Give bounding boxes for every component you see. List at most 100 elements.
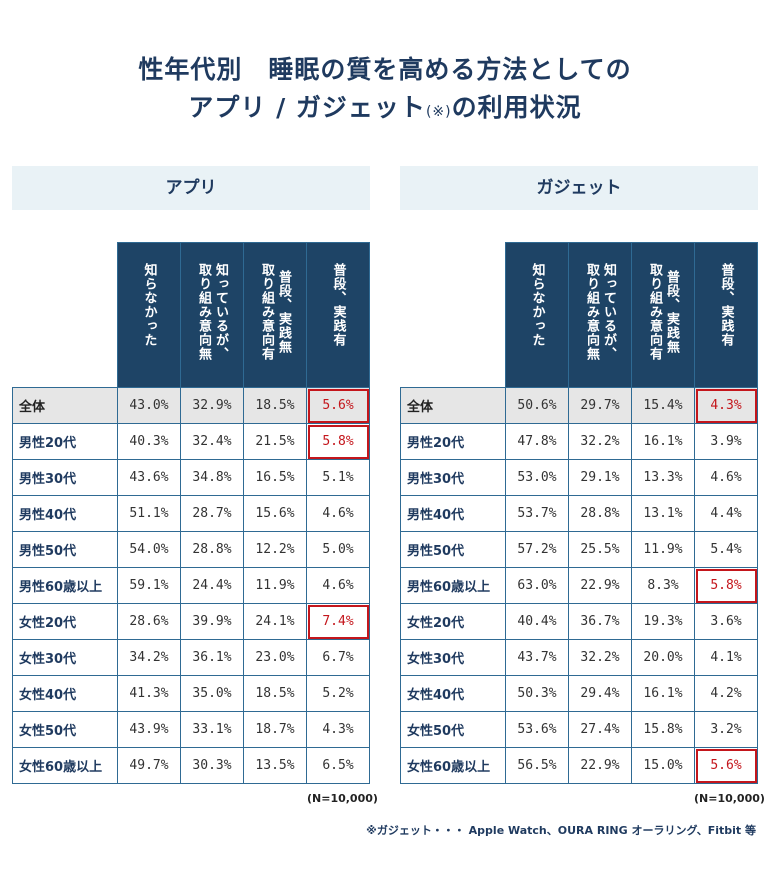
- footnote: ※ガジェット・・・ Apple Watch、OURA RING オーラリング、F…: [366, 824, 756, 837]
- header-row: 知らなかった 知っているが、 取り組み意向無 普段、実践無 取り組み意向有 普段、実践…: [400, 242, 758, 388]
- value-cell: 18.7%: [243, 711, 307, 748]
- value-cell: 57.2%: [505, 531, 569, 568]
- title-note-mark: (※): [425, 104, 452, 120]
- table-row: 女性40代 41.3% 35.0% 18.5% 5.2%: [12, 675, 370, 712]
- value-cell: 13.3%: [631, 459, 695, 496]
- value-cell: 18.5%: [243, 675, 307, 712]
- table-row: 女性60歳以上 56.5% 22.9% 15.0% 5.6%: [400, 747, 758, 784]
- value-cell: 4.6%: [694, 459, 758, 496]
- value-cell: 63.0%: [505, 567, 569, 604]
- table-row: 男性20代 47.8% 32.2% 16.1% 3.9%: [400, 423, 758, 460]
- value-cell: 36.7%: [568, 603, 632, 640]
- value-cell: 43.0%: [117, 387, 181, 424]
- value-cell: 5.2%: [306, 675, 370, 712]
- value-cell: 24.1%: [243, 603, 307, 640]
- row-label: 女性40代: [400, 675, 506, 712]
- value-cell: 34.8%: [180, 459, 244, 496]
- value-cell: 39.9%: [180, 603, 244, 640]
- table-row: 男性30代 53.0% 29.1% 13.3% 4.6%: [400, 459, 758, 496]
- value-cell: 5.8%: [306, 423, 370, 460]
- value-cell: 5.6%: [694, 747, 758, 784]
- value-cell: 13.1%: [631, 495, 695, 532]
- row-label: 女性50代: [12, 711, 118, 748]
- table-row: 男性20代 40.3% 32.4% 21.5% 5.8%: [12, 423, 370, 460]
- value-cell: 47.8%: [505, 423, 569, 460]
- value-cell: 22.9%: [568, 567, 632, 604]
- row-label: 女性60歳以上: [400, 747, 506, 784]
- value-cell: 32.4%: [180, 423, 244, 460]
- column-header-label: 知っているが、 取り組み意向無: [196, 263, 228, 361]
- row-label: 男性40代: [400, 495, 506, 532]
- value-cell: 32.2%: [568, 639, 632, 676]
- value-cell: 40.3%: [117, 423, 181, 460]
- value-cell: 5.1%: [306, 459, 370, 496]
- gadget-sample-size: (N=10,000): [694, 792, 765, 805]
- page-title-line1: 性年代別 睡眠の質を高める方法としての: [138, 55, 632, 84]
- table-row: 女性50代 43.9% 33.1% 18.7% 4.3%: [12, 711, 370, 748]
- table-row: 男性50代 57.2% 25.5% 11.9% 5.4%: [400, 531, 758, 568]
- value-cell: 28.8%: [568, 495, 632, 532]
- table-row: 男性60歳以上 63.0% 22.9% 8.3% 5.8%: [400, 567, 758, 604]
- column-header-label: 知らなかった: [141, 263, 157, 347]
- value-cell: 23.0%: [243, 639, 307, 676]
- value-cell: 19.3%: [631, 603, 695, 640]
- value-cell: 4.6%: [306, 495, 370, 532]
- value-cell: 4.6%: [306, 567, 370, 604]
- value-cell: 54.0%: [117, 531, 181, 568]
- column-header: 知らなかった: [117, 242, 181, 388]
- value-cell: 6.5%: [306, 747, 370, 784]
- value-cell: 15.0%: [631, 747, 695, 784]
- value-cell: 51.1%: [117, 495, 181, 532]
- value-cell: 4.1%: [694, 639, 758, 676]
- table-row: 男性50代 54.0% 28.8% 12.2% 5.0%: [12, 531, 370, 568]
- row-label: 男性20代: [400, 423, 506, 460]
- panel-header-gadget: ガジェット: [400, 166, 758, 210]
- column-header: 知らなかった: [505, 242, 569, 388]
- value-cell: 50.3%: [505, 675, 569, 712]
- row-label: 女性30代: [12, 639, 118, 676]
- value-cell: 12.2%: [243, 531, 307, 568]
- value-cell: 16.1%: [631, 675, 695, 712]
- value-cell: 29.4%: [568, 675, 632, 712]
- value-cell: 15.4%: [631, 387, 695, 424]
- value-cell: 43.6%: [117, 459, 181, 496]
- value-cell: 43.9%: [117, 711, 181, 748]
- column-header-label: 知っているが、 取り組み意向無: [584, 263, 616, 361]
- gadget-table: 知らなかった 知っているが、 取り組み意向無 普段、実践無 取り組み意向有 普段、実践…: [400, 242, 758, 784]
- value-cell: 28.7%: [180, 495, 244, 532]
- title-tail: の利用状況: [451, 93, 582, 122]
- table-row: 男性30代 43.6% 34.8% 16.5% 5.1%: [12, 459, 370, 496]
- value-cell: 32.2%: [568, 423, 632, 460]
- value-cell: 4.3%: [306, 711, 370, 748]
- value-cell: 22.9%: [568, 747, 632, 784]
- value-cell: 7.4%: [306, 603, 370, 640]
- column-header-label: 普段、実践無 取り組み意向有: [259, 263, 291, 361]
- value-cell: 43.7%: [505, 639, 569, 676]
- value-cell: 3.2%: [694, 711, 758, 748]
- value-cell: 8.3%: [631, 567, 695, 604]
- value-cell: 53.7%: [505, 495, 569, 532]
- value-cell: 32.9%: [180, 387, 244, 424]
- row-label: 女性20代: [400, 603, 506, 640]
- value-cell: 36.1%: [180, 639, 244, 676]
- row-label: 女性60歳以上: [12, 747, 118, 784]
- value-cell: 53.6%: [505, 711, 569, 748]
- value-cell: 33.1%: [180, 711, 244, 748]
- table-row: 女性20代 28.6% 39.9% 24.1% 7.4%: [12, 603, 370, 640]
- row-label: 男性30代: [12, 459, 118, 496]
- column-header: 知っているが、 取り組み意向無: [568, 242, 632, 388]
- panel-header-app: アプリ: [12, 166, 370, 210]
- title-main: アプリ / ガジェット: [188, 93, 426, 122]
- table-row: 男性60歳以上 59.1% 24.4% 11.9% 4.6%: [12, 567, 370, 604]
- value-cell: 24.4%: [180, 567, 244, 604]
- table-row: 女性60歳以上 49.7% 30.3% 13.5% 6.5%: [12, 747, 370, 784]
- row-label: 男性50代: [12, 531, 118, 568]
- value-cell: 25.5%: [568, 531, 632, 568]
- value-cell: 20.0%: [631, 639, 695, 676]
- value-cell: 29.1%: [568, 459, 632, 496]
- value-cell: 27.4%: [568, 711, 632, 748]
- row-label: 男性50代: [400, 531, 506, 568]
- value-cell: 50.6%: [505, 387, 569, 424]
- row-label: 男性30代: [400, 459, 506, 496]
- app-sample-size: (N=10,000): [307, 792, 378, 805]
